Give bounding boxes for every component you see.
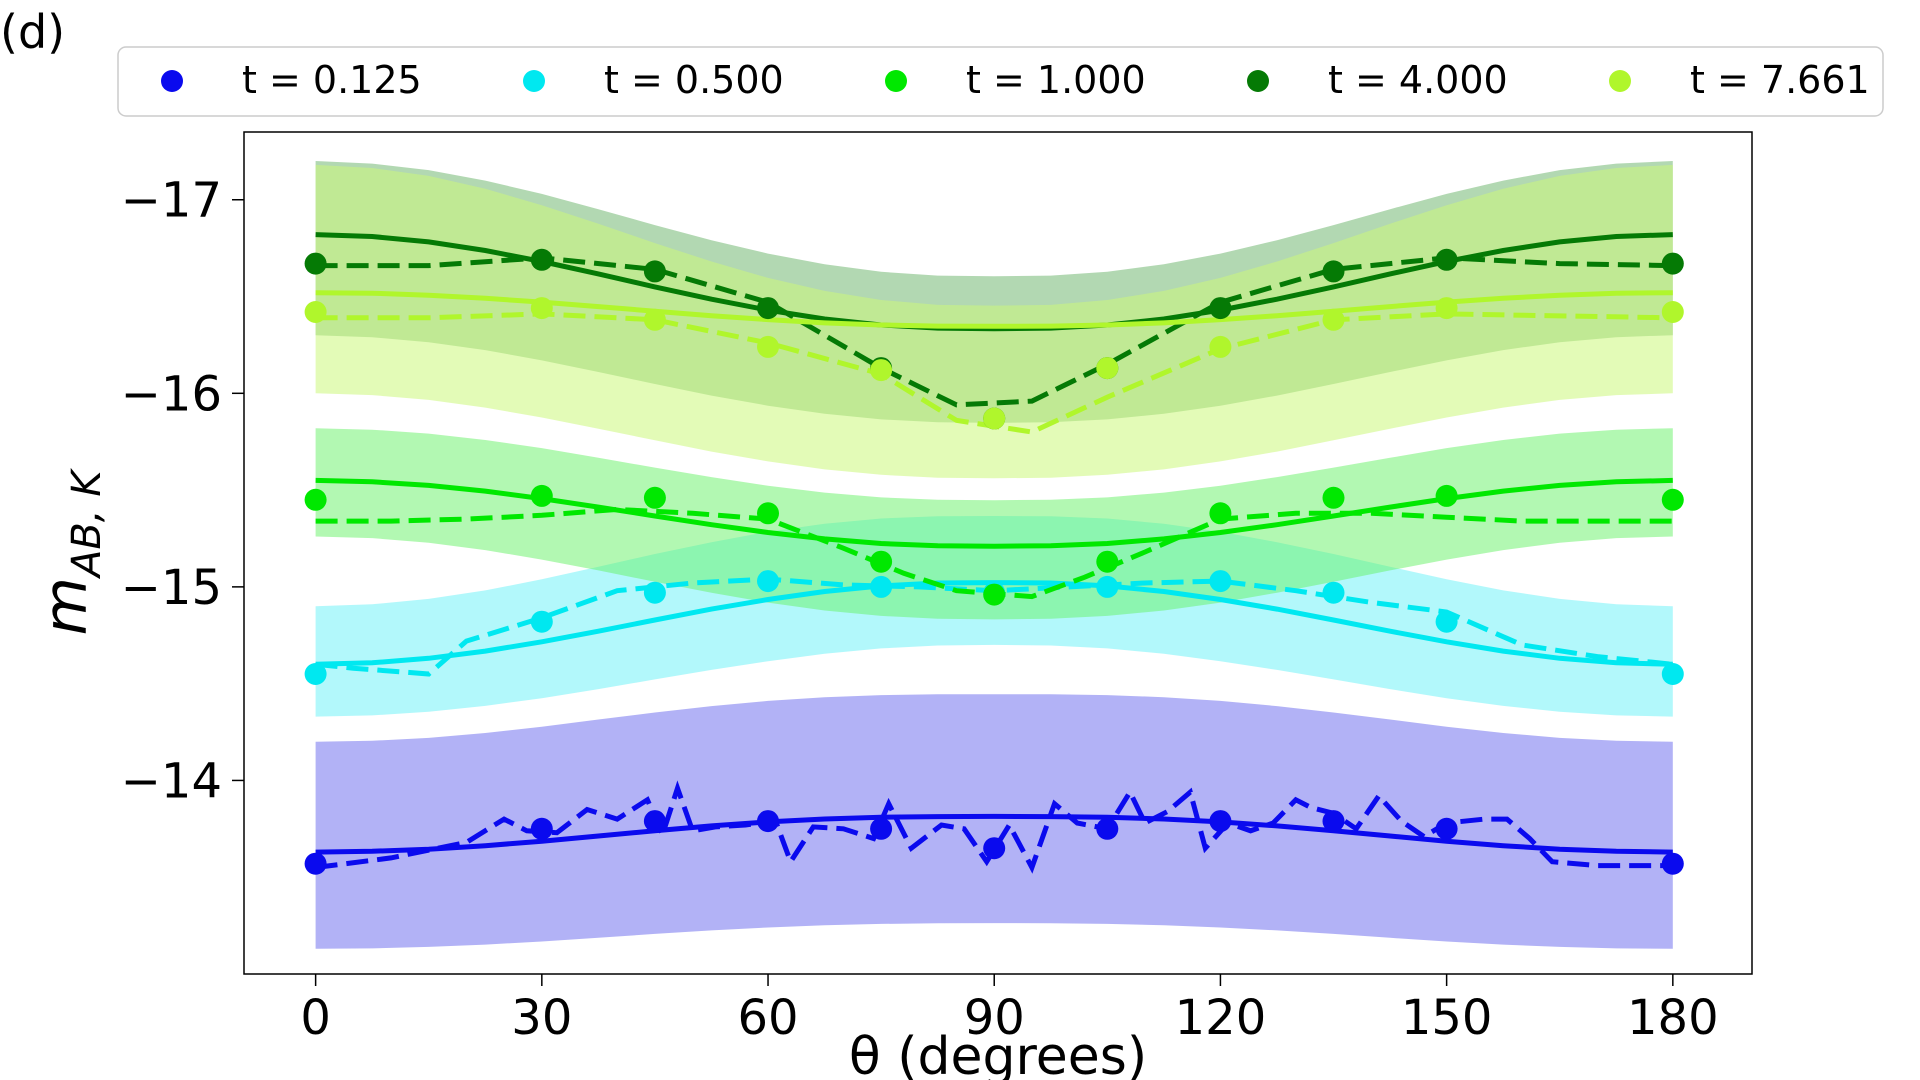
data-point-t0500 [1661,663,1684,685]
data-point-t0125 [643,810,666,833]
data-point-t1000 [1435,484,1458,507]
data-point-t7661 [530,297,553,320]
data-point-t1000 [643,486,666,509]
y-tick-label: −16 [121,366,222,422]
data-point-t1000 [530,484,553,507]
data-point-t0500 [304,663,327,685]
data-point-t7661 [643,308,666,331]
uncertainty-band-t0125 [315,694,1673,949]
data-point-t1000 [1322,486,1345,509]
y-tick-label: −14 [121,753,222,809]
data-point-t1000 [870,550,893,573]
data-point-t4000 [643,260,666,283]
x-tick-label: 30 [511,990,572,1046]
legend-marker-t0125 [161,70,183,92]
data-point-t4000 [304,252,327,275]
legend: t = 0.125 t = 0.500 t = 1.000 t = 4.000 t = … [117,46,1884,117]
data-point-t0125 [983,837,1006,860]
data-point-t7661 [757,335,779,358]
legend-marker-t4000 [1247,70,1269,92]
dashed-line-t0125 [315,780,1673,874]
data-point-t4000 [1435,248,1458,271]
plot-frame [243,131,1753,975]
data-point-t0500 [870,575,893,598]
y-tick-label: −15 [121,560,222,616]
data-point-t7661 [1096,357,1119,380]
data-point-t1000 [304,488,327,511]
data-point-t4000 [757,297,779,320]
data-point-t0125 [1322,810,1345,833]
legend-label-t0500: t = 0.500 [604,58,784,102]
data-point-t0125 [757,810,779,833]
data-point-t0125 [304,852,327,875]
legend-label-t4000: t = 4.000 [1328,58,1508,102]
data-point-t0500 [1096,575,1119,598]
x-axis-label: θ (degrees) [849,1027,1147,1080]
data-point-t7661 [1209,335,1232,358]
data-point-t0500 [1322,581,1345,604]
legend-frame [117,46,1884,117]
data-point-t0500 [757,570,779,593]
legend-label-t0125: t = 0.125 [242,58,422,102]
data-point-t4000 [1209,297,1232,320]
y-axis-label-subscript: AB, K [64,468,110,580]
model-line-t0125 [315,813,1673,855]
data-point-t7661 [983,407,1006,430]
data-point-t0500 [1209,570,1232,593]
x-tick-label: 0 [300,990,331,1046]
uncertainty-band-t1000 [315,428,1673,620]
data-point-t1000 [1209,502,1232,525]
data-point-t0500 [643,581,666,604]
data-point-t7661 [1322,308,1345,331]
x-tick-label: 60 [737,990,798,1046]
data-point-t0125 [530,817,553,840]
data-point-t4000 [1322,260,1345,283]
data-point-t0125 [1209,810,1232,833]
data-point-t0125 [870,817,893,840]
data-point-t0500 [530,610,553,633]
data-point-t1000 [983,583,1006,606]
data-point-t1000 [757,502,779,525]
data-point-t1000 [1661,488,1684,511]
x-tick-label: 120 [1175,990,1267,1046]
legend-marker-t7661 [1609,70,1631,92]
data-point-t4000 [1661,252,1684,275]
legend-label-t1000: t = 1.000 [966,58,1146,102]
y-axis-label: mAB, K [31,468,110,636]
legend-marker-t0500 [523,70,545,92]
data-point-t0125 [1661,852,1684,875]
y-axis-label-base: m [31,577,101,635]
data-point-t7661 [1661,301,1684,323]
data-point-t0500 [1435,610,1458,633]
data-point-t1000 [1096,550,1119,573]
data-point-t7661 [304,301,327,323]
data-point-t7661 [870,359,893,382]
data-point-t0125 [1435,817,1458,840]
dashed-line-t0500 [315,576,1674,677]
uncertainty-band-t7661 [315,164,1673,479]
data-point-t0125 [1096,817,1119,840]
x-tick-label: 150 [1401,990,1493,1046]
legend-label-t7661: t = 7.661 [1690,58,1870,102]
panel-label: (d) [0,5,65,59]
x-tick-label: 180 [1627,990,1719,1046]
x-tick-label: 90 [964,990,1025,1046]
legend-marker-t1000 [885,70,907,92]
data-point-t7661 [1435,297,1458,320]
y-tick-label: −17 [121,173,222,229]
data-point-t4000 [530,248,553,271]
